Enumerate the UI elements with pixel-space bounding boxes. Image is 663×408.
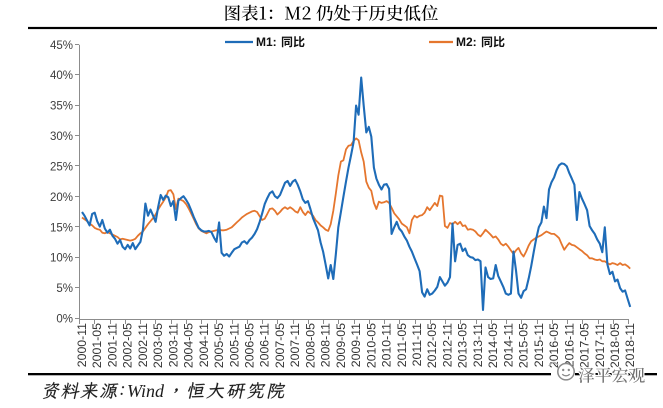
svg-text:2015-05: 2015-05 [517,323,531,368]
svg-text:2001-05: 2001-05 [90,323,104,368]
svg-text:45%: 45% [50,40,73,52]
svg-text:2003-05: 2003-05 [151,323,165,368]
svg-text:2013-11: 2013-11 [471,323,485,367]
svg-text:2016-11: 2016-11 [562,323,576,367]
svg-text:40%: 40% [50,70,73,82]
svg-text:2018-05: 2018-05 [608,323,622,368]
svg-text:2002-11: 2002-11 [136,323,150,367]
svg-text:2011-11: 2011-11 [410,323,424,366]
svg-text:2002-05: 2002-05 [121,323,135,368]
svg-text:25%: 25% [50,161,73,173]
svg-text:M2:: M2: [456,35,477,49]
svg-text:0%: 0% [56,314,73,326]
svg-text:2006-11: 2006-11 [258,323,272,367]
svg-text:Wind: Wind [127,381,165,401]
svg-text:10%: 10% [50,253,73,265]
svg-text:2008-11: 2008-11 [319,323,333,367]
svg-text:2012-05: 2012-05 [425,323,439,368]
svg-text:2013-05: 2013-05 [456,323,470,368]
svg-text:2004-11: 2004-11 [197,323,211,367]
svg-text:2005-05: 2005-05 [212,323,226,368]
svg-text:20%: 20% [50,192,73,204]
svg-text:2010-05: 2010-05 [364,323,378,368]
svg-text:15%: 15% [50,222,73,234]
svg-text:2011-05: 2011-05 [395,323,409,367]
svg-text:2012-11: 2012-11 [441,323,455,367]
svg-text:2008-05: 2008-05 [303,323,317,368]
svg-text:2003-11: 2003-11 [166,323,180,367]
svg-text:2009-11: 2009-11 [349,323,363,367]
svg-text:2017-11: 2017-11 [593,323,607,367]
svg-text:2000-11: 2000-11 [75,323,89,367]
svg-text:35%: 35% [50,101,73,113]
svg-text:2017-05: 2017-05 [578,323,592,368]
svg-text:2016-05: 2016-05 [547,323,561,368]
svg-text:2007-11: 2007-11 [288,323,302,367]
svg-text:2014-11: 2014-11 [501,323,515,367]
svg-text:2004-05: 2004-05 [182,323,196,368]
svg-text:2005-11: 2005-11 [227,323,241,367]
svg-text:2007-05: 2007-05 [273,323,287,368]
svg-text:M1:: M1: [256,35,277,49]
svg-text:2014-05: 2014-05 [486,323,500,368]
svg-text:2001-11: 2001-11 [106,323,120,367]
svg-text:2010-11: 2010-11 [380,323,394,367]
svg-text:2009-05: 2009-05 [334,323,348,368]
svg-text:2006-05: 2006-05 [243,323,257,368]
svg-text:2018-11: 2018-11 [623,323,637,367]
svg-text:30%: 30% [50,131,73,143]
svg-text:5%: 5% [56,283,73,295]
svg-text:2015-11: 2015-11 [532,323,546,367]
